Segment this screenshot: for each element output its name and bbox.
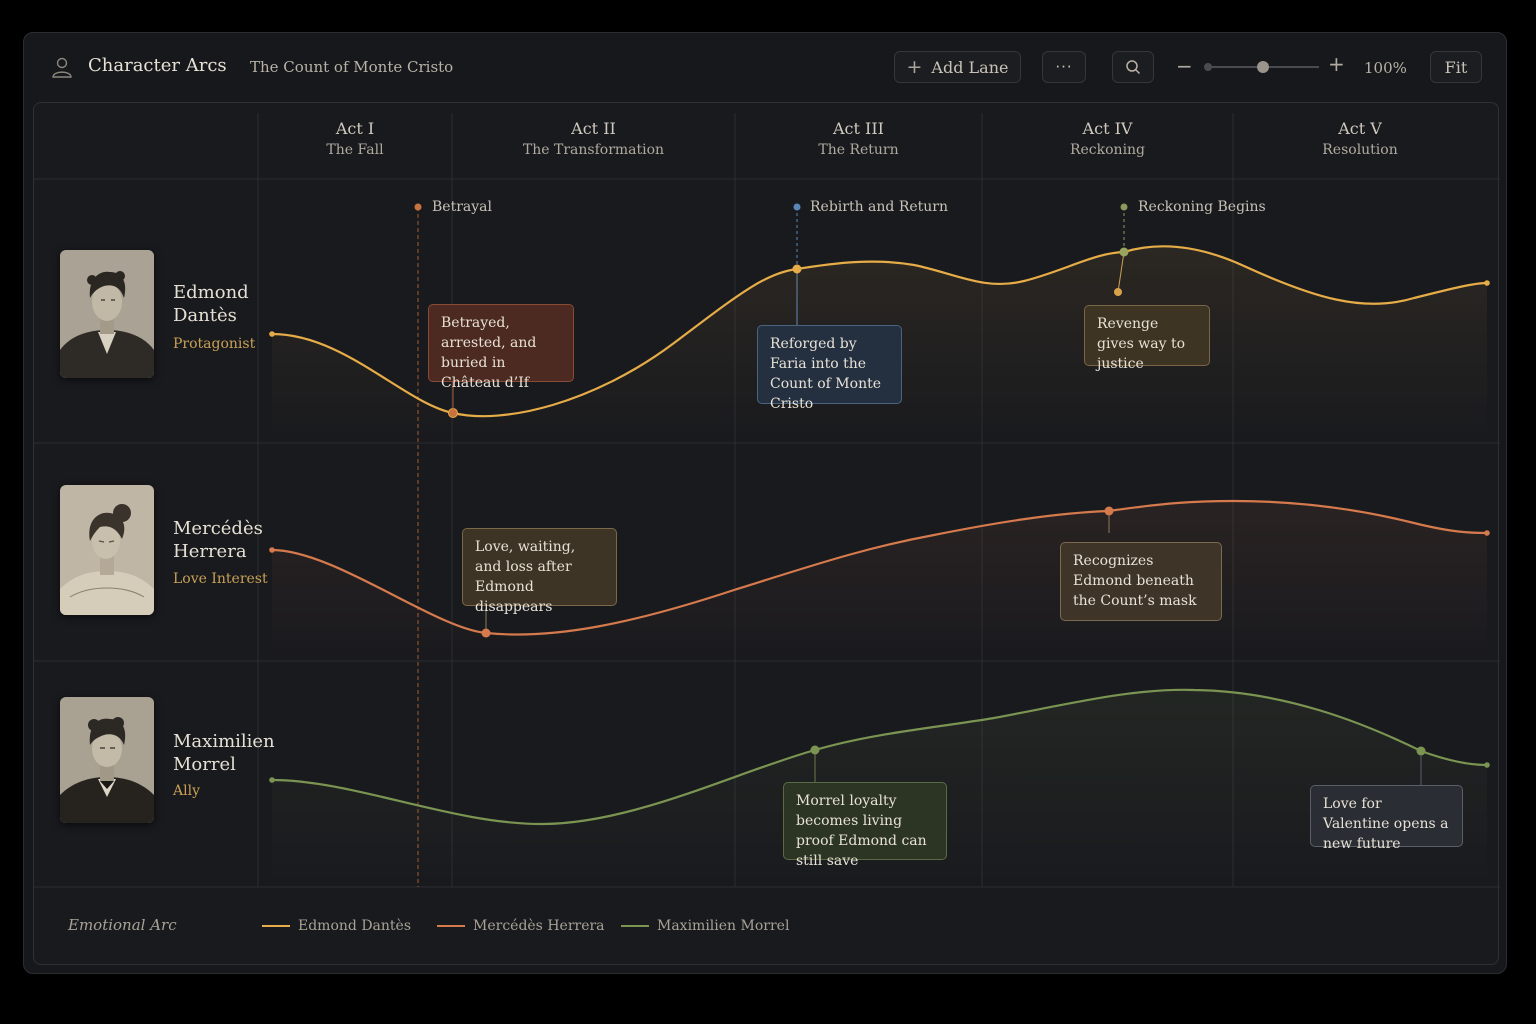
add-lane-button[interactable]: + Add Lane <box>894 51 1021 83</box>
document-title: The Count of Monte Cristo <box>250 58 454 76</box>
morrel-arc-line <box>271 688 1488 826</box>
avatar-morrel[interactable] <box>60 697 154 823</box>
avatar-edmond[interactable] <box>60 250 154 378</box>
morrel-loyalty-point <box>810 745 820 755</box>
character-name-morrel: Maximilien Morrel <box>173 731 275 775</box>
mercedes-end-dot <box>1484 530 1490 536</box>
act-header-3: Act III The Return <box>735 119 982 158</box>
legend-swatch-mercedes <box>437 925 465 927</box>
callout-recognizes[interactable]: Recognizes Edmond beneath the Count’s ma… <box>1060 542 1222 621</box>
legend-label: Maximilien Morrel <box>657 918 790 934</box>
callout-love-loss[interactable]: Love, waiting, and loss after Edmond dis… <box>462 528 617 615</box>
search-button[interactable] <box>1112 51 1154 83</box>
legend-swatch-morrel <box>621 925 649 927</box>
act-subtitle: The Fall <box>326 142 384 158</box>
morrel-start-dot <box>269 777 275 783</box>
milestone-rebirth-and-return[interactable]: Rebirth and Return <box>810 199 949 215</box>
milestone-betrayal[interactable]: Betrayal <box>432 199 492 215</box>
milestone-reckoning-begins[interactable]: Reckoning Begins <box>1138 199 1266 215</box>
timeline-panel: Act I The Fall Act II The Transformation… <box>33 102 1500 965</box>
zoom-in-button[interactable]: + <box>1328 52 1345 76</box>
fit-label: Fit <box>1444 57 1468 77</box>
character-name-edmond: Edmond Dantès <box>173 282 249 326</box>
zoom-out-button[interactable]: − <box>1176 54 1193 78</box>
edmond-end-dot <box>1484 280 1490 286</box>
edmond-betrayed-point <box>448 408 458 418</box>
mercedes-arc-fill <box>272 501 1487 661</box>
legend-item-mercedes[interactable]: Mercédès Herrera <box>437 918 605 934</box>
app-title: Character Arcs <box>88 55 227 76</box>
fit-button[interactable]: Fit <box>1430 51 1482 83</box>
legend-label: Mercédès Herrera <box>473 918 605 934</box>
character-role-morrel: Ally <box>173 783 200 799</box>
legend-title: Emotional Arc <box>68 916 177 934</box>
mercedes-loss-point <box>481 628 491 638</box>
add-lane-label: Add Lane <box>931 57 1009 77</box>
edmond-start-dot <box>269 331 275 337</box>
search-icon <box>1126 60 1141 75</box>
mercedes-start-dot <box>269 547 275 553</box>
more-icon: ··· <box>1055 58 1073 76</box>
character-role-edmond: Protagonist <box>173 336 256 352</box>
callout-morrel-loyalty[interactable]: Morrel loyalty becomes living proof Edmo… <box>783 782 947 869</box>
act-number: Act V <box>1338 119 1382 138</box>
morrel-end-dot <box>1484 762 1490 768</box>
act-header-2: Act II The Transformation <box>452 119 735 158</box>
edmond-reckoning-point <box>1119 247 1129 257</box>
legend-swatch-edmond <box>262 925 290 927</box>
act-number: Act II <box>571 119 616 138</box>
edmond-arc-line <box>271 245 1488 418</box>
user-icon <box>52 57 72 78</box>
callout-betrayed[interactable]: Betrayed, arrested, and buried in Châtea… <box>428 304 574 391</box>
zoom-level: 100% <box>1364 59 1407 77</box>
callout-reforged[interactable]: Reforged by Faria into the Count of Mont… <box>757 325 902 412</box>
act-subtitle: Resolution <box>1322 142 1398 158</box>
avatar-mercedes[interactable] <box>60 485 154 615</box>
toolbar: Character Arcs The Count of Monte Cristo… <box>24 33 1506 103</box>
rebirth-dot <box>793 203 801 211</box>
portrait-edmond-image <box>60 250 154 378</box>
act-header-1: Act I The Fall <box>258 119 452 158</box>
character-name-mercedes: Mercédès Herrera <box>173 518 263 562</box>
edmond-revenge-point <box>1114 288 1122 296</box>
mercedes-recognition-point <box>1104 506 1114 516</box>
edmond-reforged-point <box>792 264 802 274</box>
callout-revenge[interactable]: Revenge gives way to justice <box>1084 305 1210 372</box>
portrait-morrel-image <box>60 697 154 823</box>
legend-item-edmond[interactable]: Edmond Dantès <box>262 918 411 934</box>
act-subtitle: The Transformation <box>522 142 665 158</box>
legend-label: Edmond Dantès <box>298 918 411 934</box>
character-arcs-window: Character Arcs The Count of Monte Cristo… <box>23 32 1507 974</box>
morrel-valentine-point <box>1416 746 1426 756</box>
callout-stems <box>452 381 1422 787</box>
act-number: Act III <box>833 119 884 138</box>
plus-icon: + <box>906 56 923 78</box>
more-options-button[interactable]: ··· <box>1042 51 1086 83</box>
reckoning-dot <box>1120 203 1128 211</box>
legend-item-morrel[interactable]: Maximilien Morrel <box>621 918 789 934</box>
act-header-5: Act V Resolution <box>1233 119 1487 158</box>
act-subtitle: Reckoning <box>1069 142 1146 158</box>
act-subtitle: The Return <box>818 142 899 158</box>
callout-valentine[interactable]: Love for Valentine opens a new future <box>1310 785 1463 852</box>
betrayal-dot <box>414 203 422 211</box>
act-number: Act IV <box>1082 119 1133 138</box>
character-role-mercedes: Love Interest <box>173 571 268 587</box>
portrait-mercedes-image <box>60 485 154 615</box>
zoom-slider-thumb[interactable] <box>1257 61 1269 73</box>
act-number: Act I <box>335 119 375 138</box>
act-header-4: Act IV Reckoning <box>982 119 1233 158</box>
